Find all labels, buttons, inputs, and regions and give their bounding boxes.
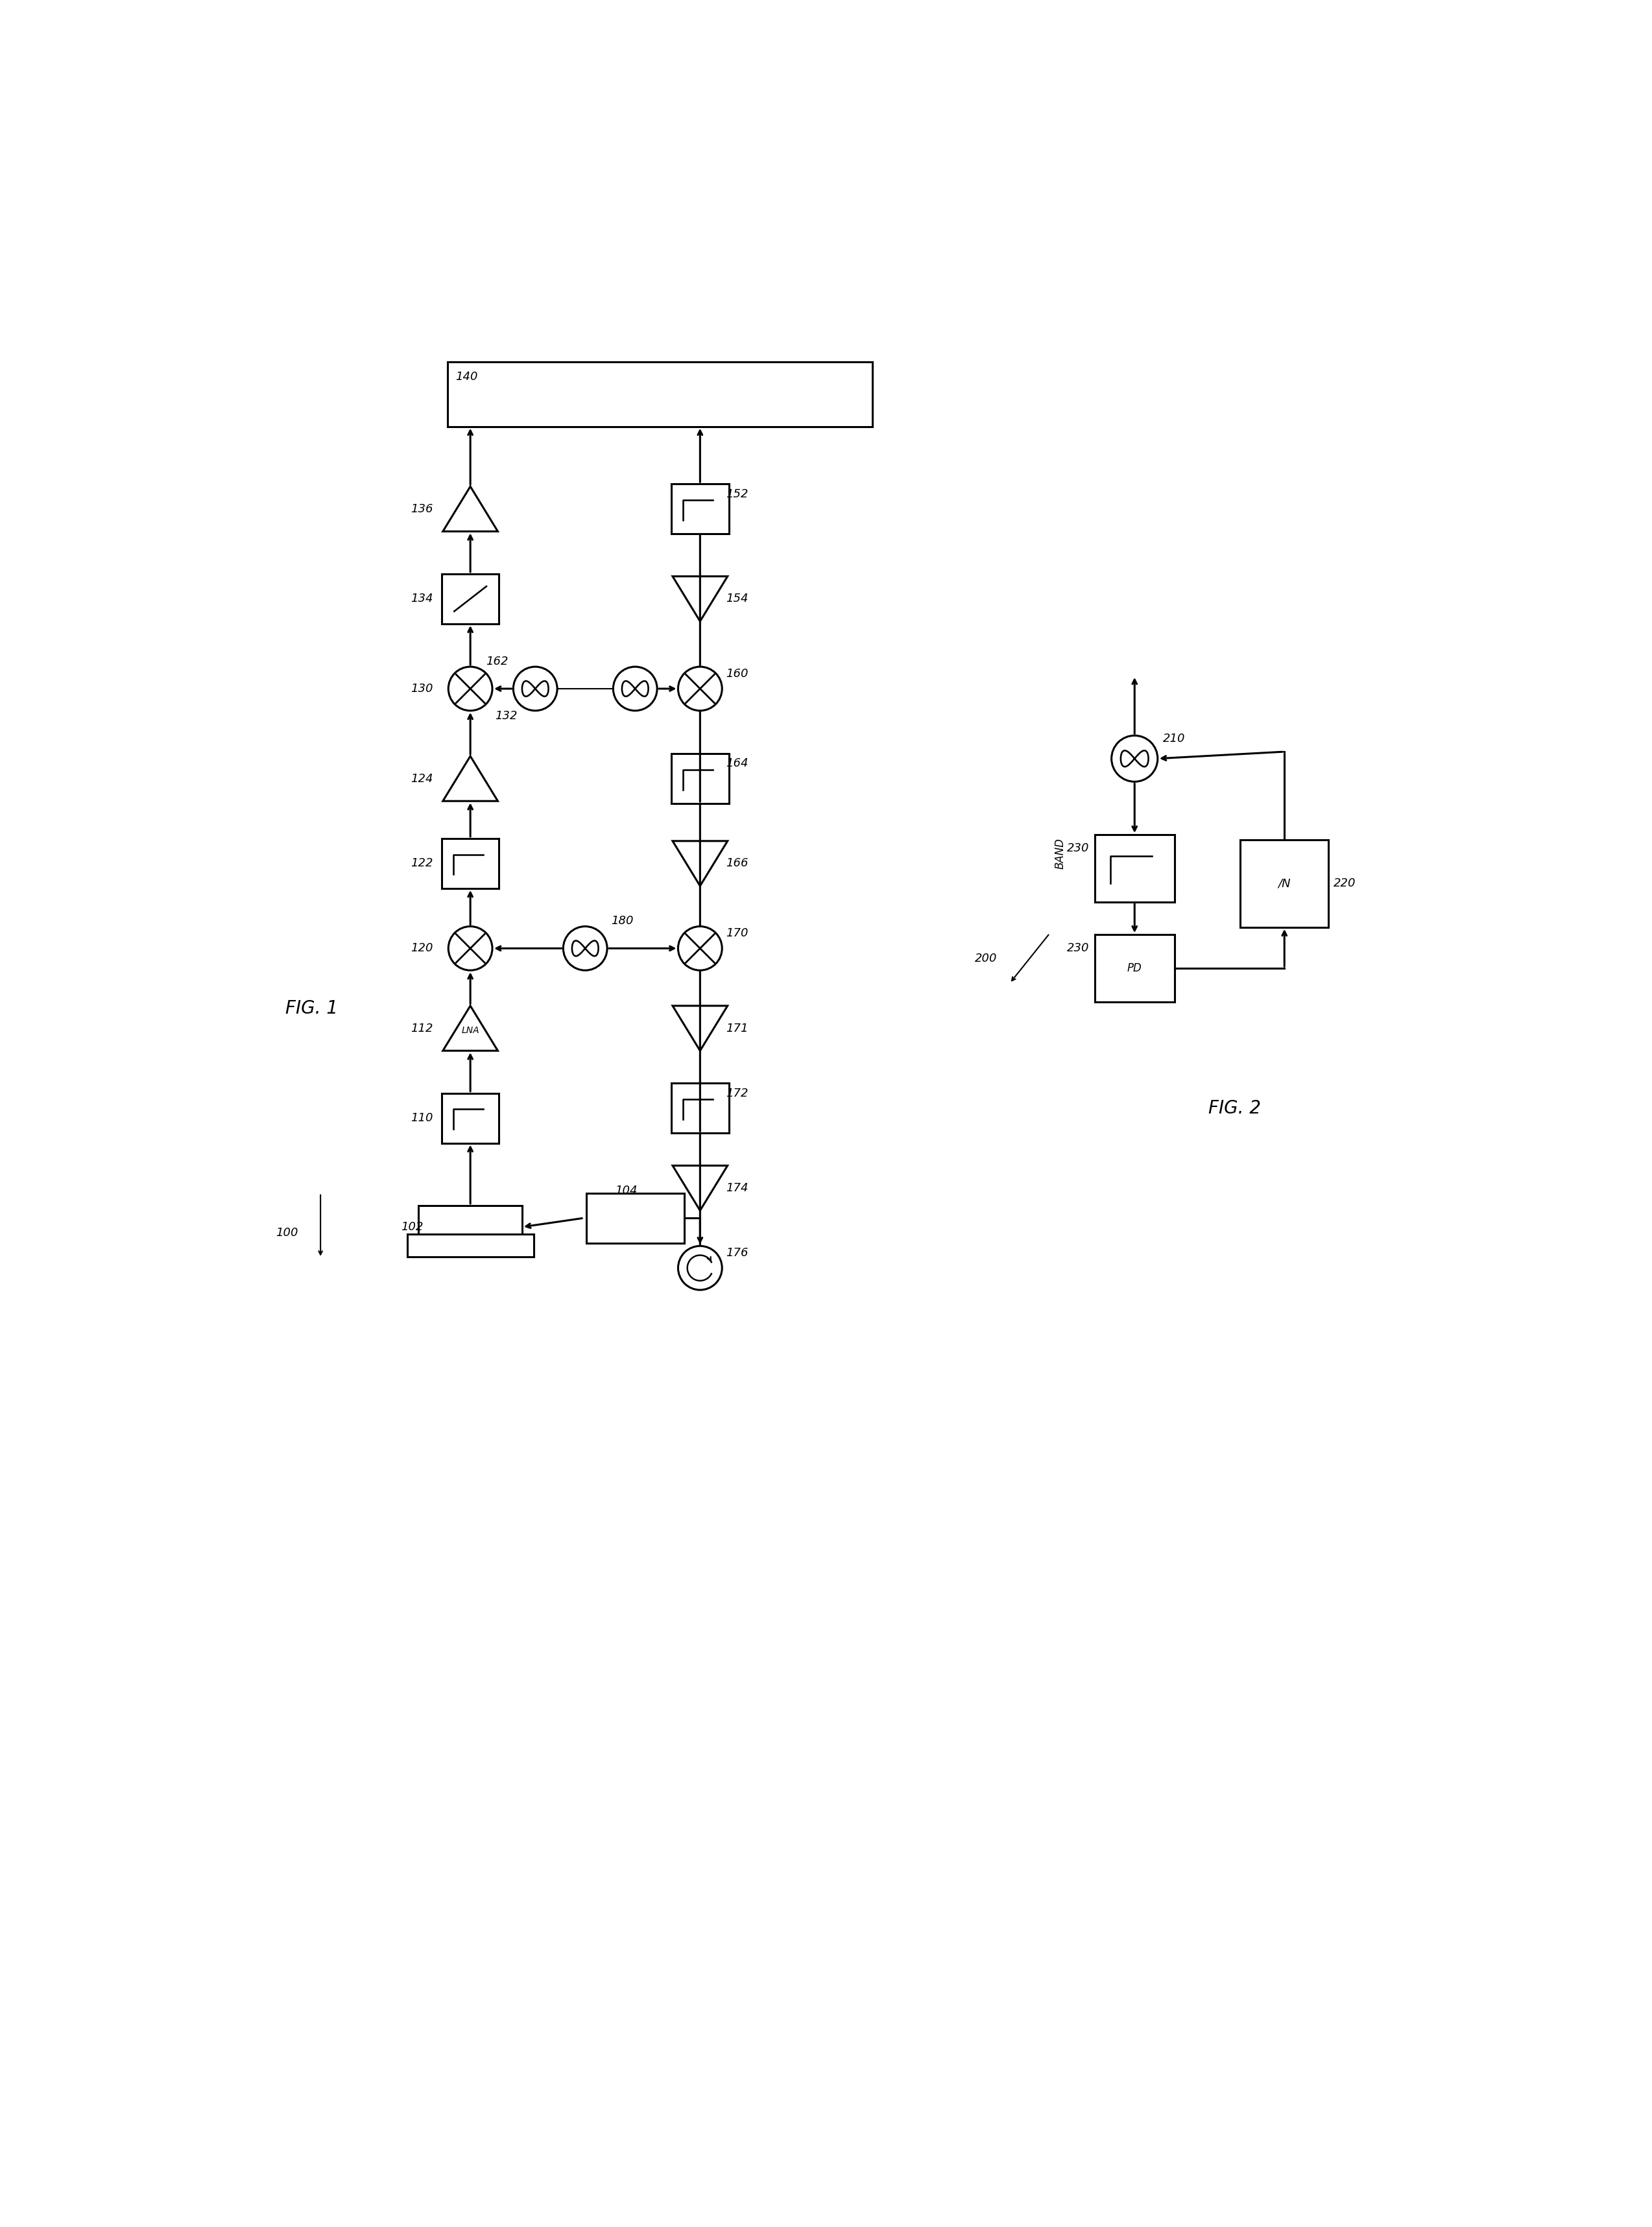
Polygon shape	[672, 1007, 727, 1051]
Bar	[441, 1093, 499, 1142]
Bar	[1241, 840, 1328, 926]
Text: 112: 112	[411, 1022, 433, 1033]
Polygon shape	[672, 842, 727, 886]
Text: FIG. 2: FIG. 2	[1208, 1100, 1260, 1118]
Text: LNA: LNA	[461, 1027, 479, 1036]
Circle shape	[448, 666, 492, 710]
Text: 174: 174	[725, 1183, 748, 1194]
Text: 176: 176	[725, 1247, 748, 1258]
Text: 200: 200	[975, 953, 998, 964]
Text: 162: 162	[486, 655, 509, 668]
Text: 170: 170	[725, 926, 748, 940]
Bar	[671, 753, 729, 804]
Text: 134: 134	[411, 592, 433, 606]
Bar	[441, 840, 499, 889]
Text: 140: 140	[456, 370, 477, 383]
Bar	[441, 575, 499, 624]
Text: 124: 124	[411, 773, 433, 784]
Text: 230: 230	[1067, 842, 1090, 855]
Bar	[418, 1205, 522, 1247]
Polygon shape	[443, 1007, 497, 1051]
Polygon shape	[443, 485, 497, 532]
Text: 172: 172	[725, 1087, 748, 1098]
Text: PD: PD	[1127, 962, 1142, 973]
Bar	[1095, 935, 1175, 1002]
Text: 110: 110	[411, 1111, 433, 1125]
Circle shape	[514, 666, 557, 710]
Text: 100: 100	[276, 1227, 297, 1238]
Text: 120: 120	[411, 942, 433, 953]
Text: 160: 160	[725, 668, 748, 679]
Text: 152: 152	[725, 488, 748, 499]
Text: 171: 171	[725, 1022, 748, 1033]
Circle shape	[677, 666, 722, 710]
Circle shape	[677, 926, 722, 971]
Bar	[586, 1194, 684, 1243]
Text: FIG. 1: FIG. 1	[286, 1000, 339, 1018]
Polygon shape	[672, 1165, 727, 1211]
Circle shape	[613, 666, 657, 710]
Text: 180: 180	[611, 915, 634, 926]
Text: BAND: BAND	[1054, 837, 1066, 869]
Bar	[1095, 835, 1175, 902]
Text: 102: 102	[401, 1220, 423, 1234]
Polygon shape	[443, 757, 497, 802]
Circle shape	[1112, 735, 1158, 782]
Text: 230: 230	[1067, 942, 1090, 953]
Circle shape	[677, 1245, 722, 1289]
Bar	[406, 1234, 534, 1256]
Text: 132: 132	[496, 710, 517, 722]
Bar	[448, 361, 872, 428]
Polygon shape	[672, 577, 727, 621]
Text: 166: 166	[725, 857, 748, 869]
Text: 136: 136	[411, 503, 433, 514]
Bar	[671, 1082, 729, 1134]
Circle shape	[563, 926, 608, 971]
Text: 210: 210	[1163, 733, 1184, 744]
Text: 154: 154	[725, 592, 748, 606]
Circle shape	[448, 926, 492, 971]
Bar	[671, 483, 729, 534]
Text: /N: /N	[1279, 877, 1290, 889]
Text: 164: 164	[725, 757, 748, 771]
Text: 220: 220	[1333, 877, 1356, 889]
Text: 130: 130	[411, 684, 433, 695]
Text: 122: 122	[411, 857, 433, 869]
Text: 104: 104	[615, 1185, 638, 1196]
